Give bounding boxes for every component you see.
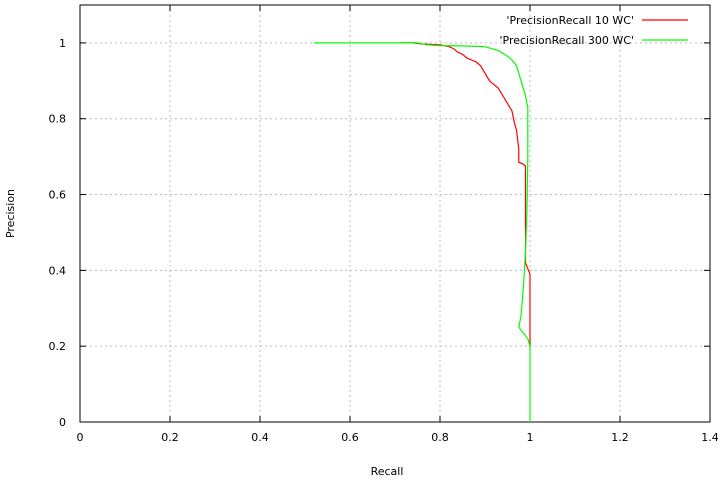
x-tick-label: 0 [77, 431, 84, 444]
y-tick-label: 0.2 [49, 340, 67, 353]
x-tick-label: 0.6 [341, 431, 359, 444]
grid [80, 5, 710, 422]
x-tick-label: 0.2 [161, 431, 179, 444]
x-tick-label: 0.4 [251, 431, 269, 444]
x-axis-label: Recall [371, 465, 404, 478]
y-tick-label: 0.8 [49, 113, 67, 126]
x-tick-label: 1.2 [611, 431, 629, 444]
y-axis-label: Precision [4, 189, 17, 238]
x-tick-label: 0.8 [431, 431, 449, 444]
y-tick-label: 1 [59, 37, 66, 50]
series-line-1 [399, 42, 531, 347]
plot-frame [79, 4, 711, 423]
y-tick-label: 0 [59, 416, 66, 429]
legend-label-1: 'PrecisionRecall 10 WC' [507, 14, 635, 27]
axis-ticks: 0 0.2 0.4 0.6 0.8 1 1.2 1.4 0 0.2 0.4 0.6 0.8 1 [49, 5, 719, 444]
series-lines [314, 42, 531, 422]
x-tick-label: 1.4 [701, 431, 719, 444]
x-tick-label: 1 [527, 431, 534, 444]
y-tick-label: 0.4 [49, 264, 67, 277]
legend: 'PrecisionRecall 10 WC' 'PrecisionRecall … [500, 14, 688, 47]
y-tick-label: 0.6 [49, 189, 67, 202]
legend-label-2: 'PrecisionRecall 300 WC' [500, 34, 635, 47]
series-line-2 [314, 42, 531, 422]
